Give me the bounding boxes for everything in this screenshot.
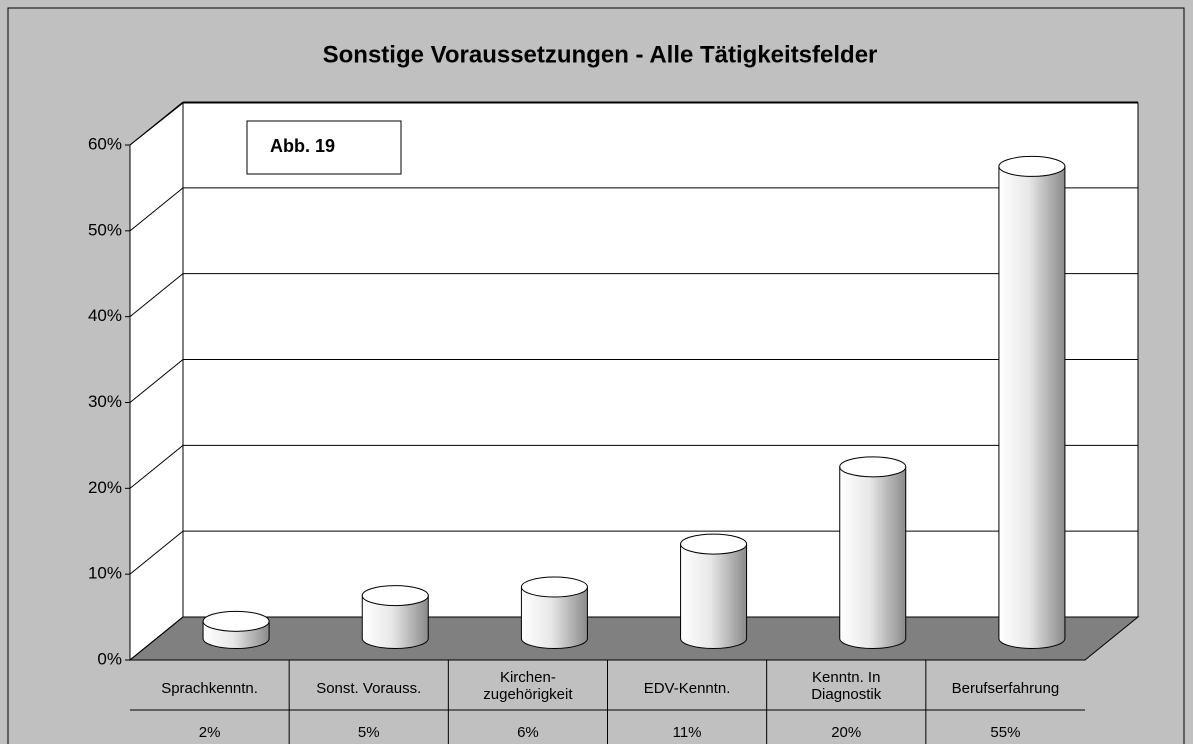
bar-top [202, 610, 270, 632]
value-label: 6% [517, 724, 539, 741]
grid-line [129, 444, 184, 489]
value-label: 20% [831, 724, 862, 741]
bar [520, 576, 588, 649]
bar-top [361, 585, 429, 607]
value-label: 11% [672, 724, 702, 741]
bar-top [839, 456, 907, 478]
x-tick-label: Sprachkenntn. [161, 680, 258, 697]
grid-line [129, 530, 184, 575]
bar-top [520, 576, 588, 598]
value-label: 55% [990, 724, 1021, 741]
x-tick-label: EDV-Kenntn. [643, 680, 731, 697]
bar [361, 585, 429, 649]
bar-body [680, 543, 748, 649]
x-tick-label: Berufserfahrung [951, 680, 1060, 697]
bar-top [998, 155, 1066, 177]
annotation: Abb. 19 [270, 136, 335, 156]
y-tick-label: 10% [88, 564, 122, 583]
y-tick-label: 60% [88, 134, 122, 153]
grid-line [129, 101, 184, 146]
x-tick-label: Sonst. Vorauss. [316, 680, 422, 697]
bar-body [839, 466, 907, 649]
x-tick-label: Kenntn. In Diagnostik [811, 669, 882, 703]
bar [839, 456, 907, 649]
chart-title: Sonstige Voraussetzungen - Alle Tätigkei… [323, 41, 878, 68]
y-tick-label: 40% [88, 306, 122, 325]
y-tick-label: 30% [88, 392, 122, 411]
y-tick-label: 50% [88, 220, 122, 239]
grid-line [129, 616, 184, 661]
grid-line [129, 187, 184, 232]
bar [998, 155, 1066, 650]
bar-body [520, 586, 588, 649]
x-tick-label: Kirchen- zugehörigkeit [483, 669, 573, 703]
annotation-box [246, 120, 402, 175]
bar [680, 533, 748, 649]
floor [128, 616, 1140, 661]
bar-top [680, 533, 748, 555]
y-tick-label: 0% [97, 649, 122, 668]
value-label: 2% [198, 724, 221, 741]
y-tick-label: 20% [88, 478, 122, 497]
grid-line [129, 273, 184, 318]
bar-body [998, 165, 1066, 650]
grid-line [129, 359, 184, 403]
bar-body [361, 595, 429, 649]
value-label: 5% [357, 724, 380, 741]
bar [202, 610, 270, 649]
